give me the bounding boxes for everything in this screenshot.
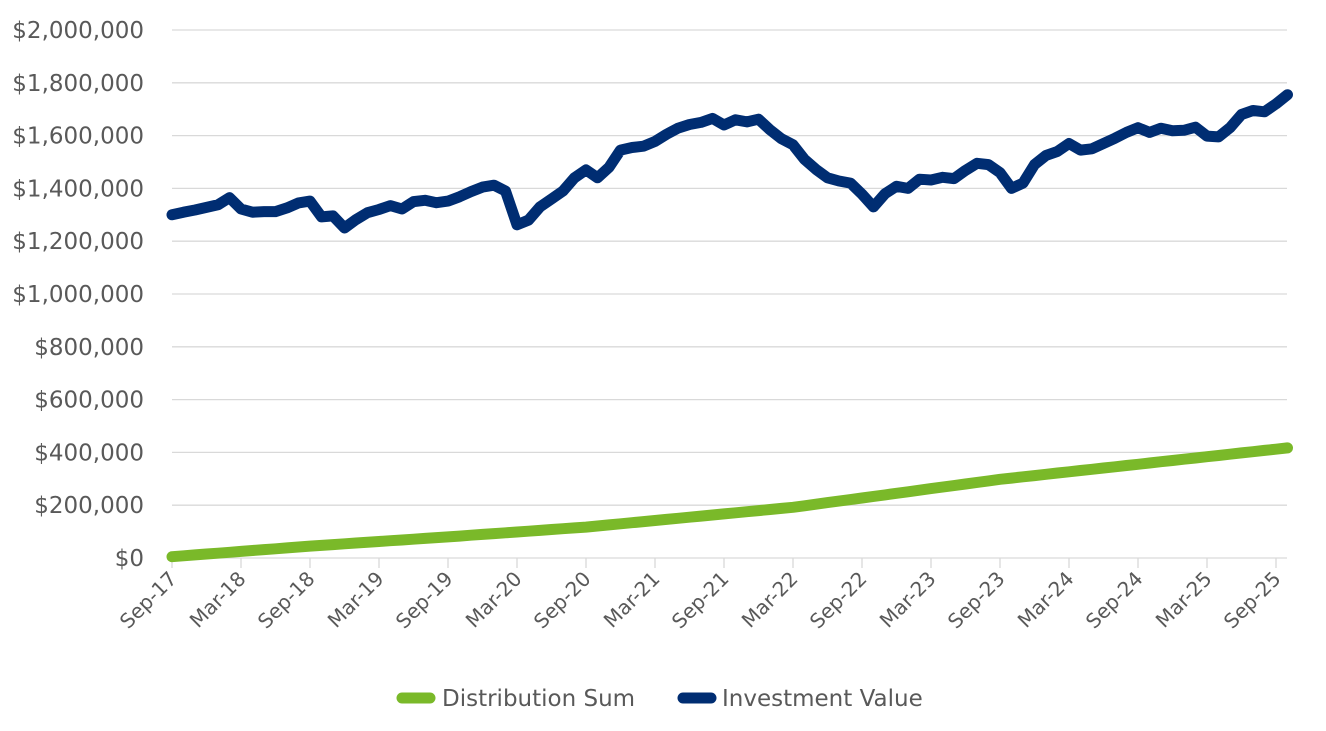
gridlines: [172, 29, 1287, 506]
legend-label-investment-value: Investment Value: [722, 686, 923, 712]
y-axis-tick-labels: $0 $200,000 $400,000 $600,000 $800,000 $1,000…: [12, 18, 144, 572]
x-tick-label: Mar-20: [461, 567, 527, 633]
y-tick-label: $800,000: [34, 335, 144, 361]
legend-item-investment-value[interactable]: Investment Value: [677, 686, 923, 712]
x-tick-label: Mar-24: [1013, 567, 1079, 633]
x-tick-label: Mar-25: [1151, 567, 1217, 633]
x-tick-label: Sep-25: [1219, 567, 1286, 634]
x-tick-label: Sep-24: [1081, 567, 1148, 634]
x-tick-label: Sep-21: [667, 567, 734, 634]
x-tick-label: Sep-17: [115, 567, 182, 634]
y-tick-label: $1,200,000: [12, 229, 144, 255]
x-tick-label: Sep-20: [529, 567, 596, 634]
y-tick-label: $200,000: [34, 493, 144, 519]
series-lines: [166, 89, 1293, 563]
y-tick-label: $600,000: [34, 388, 144, 414]
x-tick-label: Mar-19: [323, 567, 389, 633]
x-tick-label: Sep-19: [391, 567, 458, 634]
series-line-distribution-sum: [166, 442, 1293, 563]
series-line-investment-value: [166, 89, 1293, 234]
x-axis: Sep-17 Mar-18 Sep-18 Mar-19 Sep-19 Mar-20 Sep-…: [115, 557, 1287, 634]
legend: Distribution Sum Investment Value: [396, 686, 923, 712]
y-tick-label: $0: [115, 546, 144, 572]
y-tick-label: $1,800,000: [12, 71, 144, 97]
x-tick-label: Sep-23: [943, 567, 1010, 634]
y-tick-label: $1,400,000: [12, 176, 144, 202]
x-tick-label: Mar-23: [875, 567, 941, 633]
y-tick-label: $1,600,000: [12, 124, 144, 150]
y-tick-label: $1,000,000: [12, 282, 144, 308]
x-tick-label: Sep-22: [805, 567, 872, 634]
legend-item-distribution-sum[interactable]: Distribution Sum: [396, 686, 635, 712]
x-tick-label: Mar-18: [185, 567, 251, 633]
y-tick-label: $2,000,000: [12, 18, 144, 44]
x-tick-label: Mar-22: [737, 567, 803, 633]
legend-label-distribution-sum: Distribution Sum: [442, 686, 635, 712]
x-tick-label: Mar-21: [599, 567, 665, 633]
x-tick-label: Sep-18: [253, 567, 320, 634]
y-tick-label: $400,000: [34, 440, 144, 466]
